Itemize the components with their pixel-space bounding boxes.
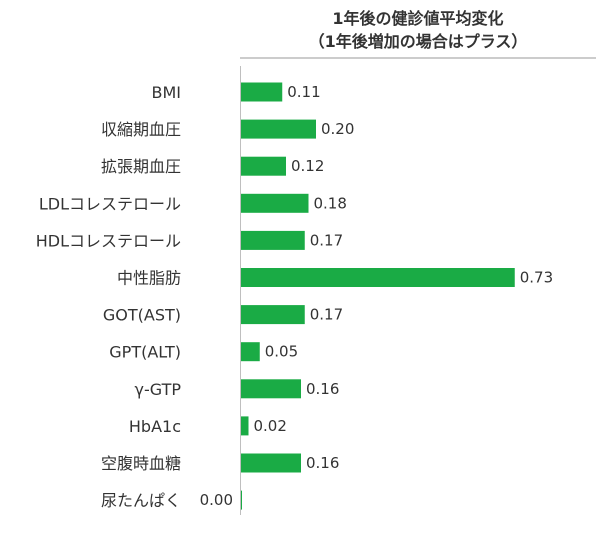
- value-label-11: 0.16: [306, 454, 339, 472]
- value-label-4: 0.18: [314, 194, 347, 212]
- category-label-5: HDLコレステロール: [36, 231, 181, 250]
- category-label-8: GPT(ALT): [109, 343, 181, 362]
- category-label-11: 空腹時血糖: [101, 454, 181, 473]
- bar-1: [241, 82, 283, 102]
- bar-4: [241, 193, 309, 213]
- bar-7: [241, 305, 305, 325]
- value-label-7: 0.17: [310, 306, 343, 324]
- value-label-1: 0.11: [287, 83, 320, 101]
- value-label-9: 0.16: [306, 380, 339, 398]
- bar-5: [241, 230, 305, 250]
- category-label-1: BMI: [152, 83, 182, 102]
- bar-9: [241, 379, 301, 399]
- chart-title-line-2: （1年後増加の場合はプラス）: [309, 32, 528, 51]
- bar-2: [241, 119, 316, 139]
- category-label-9: γ-GTP: [135, 380, 182, 399]
- category-label-7: GOT(AST): [103, 306, 181, 325]
- bar-6: [241, 268, 515, 287]
- bar-12: [241, 490, 242, 510]
- bar-3: [241, 156, 286, 176]
- bar-10: [241, 416, 249, 436]
- category-label-2: 収縮期血圧: [101, 120, 181, 139]
- value-label-2: 0.20: [321, 120, 354, 138]
- value-label-3: 0.12: [291, 157, 324, 175]
- value-label-8: 0.05: [265, 343, 298, 361]
- bar-8: [241, 342, 260, 362]
- value-label-5: 0.17: [310, 231, 343, 249]
- bar-11: [241, 453, 301, 473]
- category-label-6: 中性脂肪: [117, 269, 181, 288]
- value-label-6: 0.73: [520, 269, 553, 287]
- category-label-3: 拡張期血圧: [101, 157, 181, 176]
- category-label-4: LDLコレステロール: [39, 194, 181, 213]
- bars-group: BMI 0.11 収縮期血圧 0.20 拡張期血圧 0.12 LDLコレステロール 0.18 H…: [36, 82, 553, 510]
- category-label-12: 尿たんぱく: [101, 491, 181, 510]
- value-label-12: 0.00: [200, 491, 233, 509]
- category-label-10: HbA1c: [129, 417, 181, 436]
- value-label-10: 0.02: [254, 417, 287, 435]
- chart-title-line-1: 1年後の健診値平均変化: [332, 9, 503, 28]
